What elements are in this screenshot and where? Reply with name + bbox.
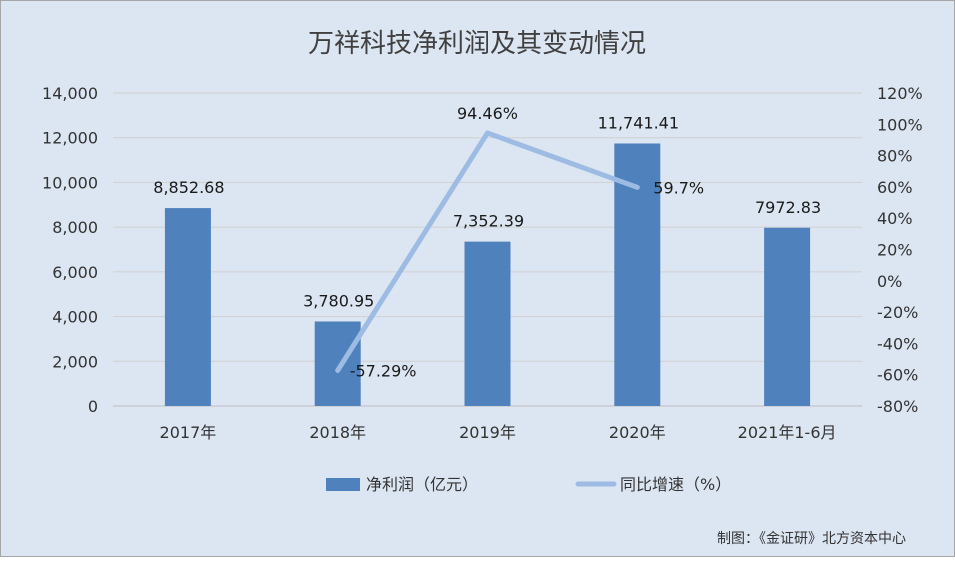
left-axis-tick-label: 4,000 — [52, 308, 98, 327]
right-axis-tick-label: -60% — [877, 366, 918, 385]
growth-line-point — [336, 368, 340, 372]
x-axis: 2017年 2018年 2019年 2020年 2021年1-6月 — [160, 423, 837, 442]
right-axis-tick-label: 80% — [877, 147, 913, 166]
x-axis-tick-label: 2018年 — [309, 423, 366, 442]
legend-line-label: 同比增速（%） — [620, 475, 731, 494]
right-axis-tick-label: 100% — [877, 115, 923, 134]
right-axis-tick-label: 40% — [877, 209, 913, 228]
right-axis: -80% -60% -40% -20% 0% 20% 40% 60% 80% 100% 120% — [877, 84, 923, 416]
right-axis-tick-label: 0% — [877, 272, 902, 291]
gridlines — [113, 92, 862, 407]
legend-bar-label: 净利润（亿元） — [366, 475, 478, 494]
x-axis-tick-label: 2020年 — [609, 423, 666, 442]
bar-data-label: 7972.83 — [755, 198, 821, 217]
left-axis-tick-label: 0 — [88, 397, 98, 416]
right-axis-tick-label: -80% — [877, 397, 918, 416]
right-axis-tick-label: -20% — [877, 303, 918, 322]
right-axis-tick-label: 20% — [877, 241, 913, 260]
left-axis-tick-label: 14,000 — [42, 84, 98, 103]
x-axis-tick-label: 2017年 — [160, 423, 217, 442]
right-axis-tick-label: -40% — [877, 334, 918, 353]
growth-data-label: 94.46% — [457, 104, 518, 123]
line-series: -57.29% 94.46% 59.7% — [335, 104, 704, 380]
x-axis-tick-label: 2019年 — [459, 423, 516, 442]
bar-series: 8,852.68 3,780.95 7,352.39 11,741.41 7972.83 — [153, 113, 821, 407]
left-axis-tick-label: 10,000 — [42, 173, 98, 192]
bar — [764, 227, 811, 406]
left-axis-tick-label: 6,000 — [52, 263, 98, 282]
bar-data-label: 8,852.68 — [153, 178, 224, 197]
left-axis-tick-label: 12,000 — [42, 129, 98, 148]
bar-data-label: 11,741.41 — [598, 113, 679, 132]
growth-line-point — [635, 185, 639, 189]
bar-data-label: 3,780.95 — [303, 291, 374, 310]
legend: 净利润（亿元） 同比增速（%） — [326, 475, 731, 494]
bar — [164, 208, 211, 406]
left-axis-tick-label: 8,000 — [52, 218, 98, 237]
left-axis-tick-label: 2,000 — [52, 352, 98, 371]
chart-title: 万祥科技净利润及其变动情况 — [308, 29, 646, 59]
left-axis: 0 2,000 4,000 6,000 8,000 10,000 12,000 14,000 — [42, 84, 98, 416]
growth-data-label: -57.29% — [350, 361, 417, 380]
bar — [314, 321, 361, 406]
source-note: 制图：《金证研》北方资本中心 — [717, 531, 906, 547]
bar-data-label: 7,352.39 — [453, 212, 524, 231]
x-axis-tick-label: 2021年1-6月 — [738, 423, 837, 442]
right-axis-tick-label: 120% — [877, 84, 923, 103]
right-axis-tick-label: 60% — [877, 178, 913, 197]
growth-line-point — [486, 131, 489, 135]
legend-bar-swatch — [326, 478, 360, 491]
bar — [464, 241, 511, 406]
growth-data-label: 59.7% — [653, 178, 704, 197]
